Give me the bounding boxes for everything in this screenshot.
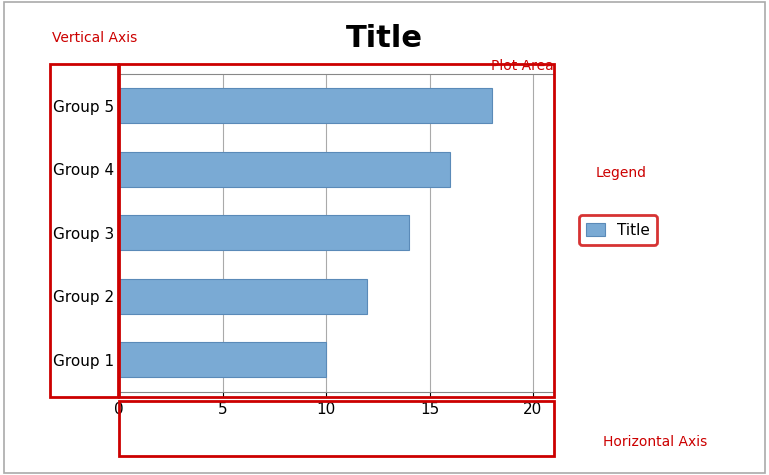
Bar bbox=[119, 342, 326, 378]
Bar bbox=[119, 88, 491, 123]
Text: Horizontal Axis: Horizontal Axis bbox=[603, 435, 707, 448]
Bar bbox=[119, 215, 409, 250]
Bar bbox=[119, 279, 368, 314]
Text: Vertical Axis: Vertical Axis bbox=[52, 31, 138, 45]
Text: Legend: Legend bbox=[596, 167, 647, 180]
Text: Title: Title bbox=[346, 24, 423, 53]
Bar bbox=[119, 152, 450, 187]
Text: Plot Area: Plot Area bbox=[491, 59, 554, 73]
Legend: Title: Title bbox=[579, 215, 657, 245]
